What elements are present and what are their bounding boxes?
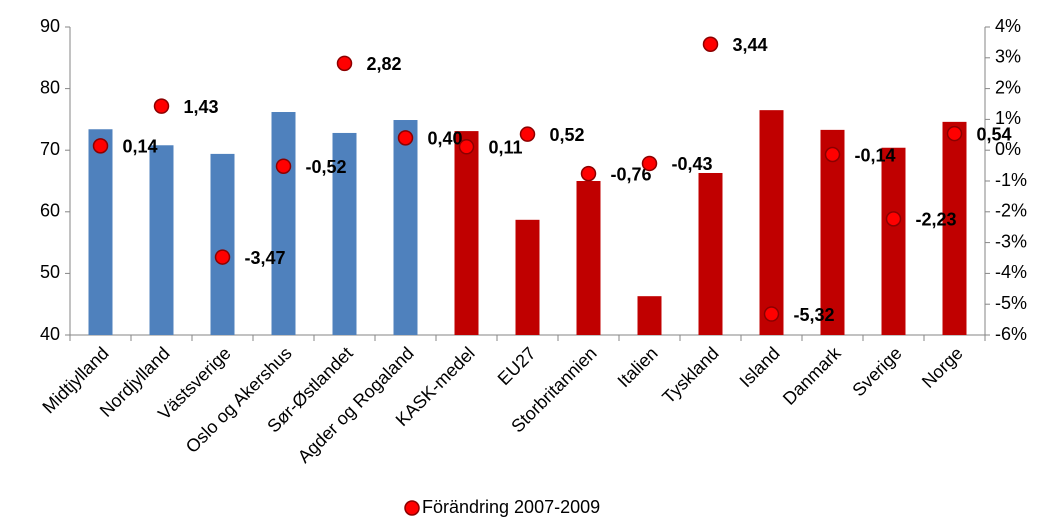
bar [454,131,479,335]
data-label: 0,54 [977,124,1012,144]
dot [397,130,414,146]
bar [271,112,296,336]
x-tick-label: Island [736,343,784,391]
y2-tick-label: 3% [995,47,1021,67]
dot [885,211,902,227]
data-label: 3,44 [733,35,768,55]
y-tick-label: 50 [40,262,60,282]
x-tick-label: Sverige [848,343,905,400]
dot [214,249,231,265]
data-label: -5,32 [794,305,835,325]
dot [275,158,292,174]
bar [88,129,113,335]
y2-tick-label: -1% [995,170,1027,190]
dot [458,139,475,155]
dot [580,165,597,182]
data-label: -0,76 [611,164,652,184]
y2-tick-label: -5% [995,293,1027,313]
y2-tick-label: 4% [995,16,1021,36]
y-tick-label: 70 [40,139,60,159]
y-tick-label: 90 [40,16,60,36]
legend-marker [404,500,420,516]
x-tick-label: Tyskland [658,343,722,407]
data-label: -0,52 [306,157,347,177]
dot [153,98,170,114]
bar [759,110,784,335]
x-tick-label: Danmark [779,342,845,408]
dot [92,138,109,154]
data-label: 0,40 [428,129,463,149]
bar [637,296,662,335]
bar [210,153,235,335]
data-label: 1,43 [184,97,219,117]
x-tick-label: Norge [918,343,967,392]
legend-label: Förändring 2007-2009 [422,497,600,517]
y2-tick-label: -4% [995,262,1027,282]
data-label: -0,43 [672,154,713,174]
bar [332,132,357,335]
data-label: 0,11 [489,138,523,158]
x-tick-label: Agder og Rogaland [294,343,418,467]
y2-tick-label: 0% [995,139,1021,159]
x-tick-label: Italien [614,343,662,391]
bar [820,129,845,335]
bar [698,172,723,335]
bar [576,181,601,335]
bar [515,219,540,335]
data-label: 0,14 [123,137,158,157]
dot [702,36,719,52]
data-label: -2,23 [916,210,957,230]
y2-tick-label: 2% [995,77,1021,97]
y2-tick-label: -2% [995,201,1027,221]
dot [946,125,963,142]
bar [942,121,967,335]
data-label: -0,14 [855,145,896,165]
bar [393,120,418,336]
data-label: -3,47 [245,248,286,268]
y-tick-label: 60 [40,201,60,221]
data-label: 0,52 [550,125,585,145]
bar [881,147,906,335]
dot [641,155,658,172]
y-tick-label: 80 [40,77,60,97]
dot [336,55,353,72]
y2-tick-label: -6% [995,324,1027,344]
dot [519,126,536,142]
y2-tick-label: -3% [995,231,1027,251]
x-tick-label: EU27 [494,343,540,389]
dot [763,306,780,322]
dot [824,146,841,163]
data-label: 2,82 [367,54,402,74]
x-tick-label: Oslo og Akershus [182,343,296,457]
y-tick-label: 40 [40,324,60,344]
bar [149,145,174,335]
y2-tick-label: 1% [995,108,1021,128]
